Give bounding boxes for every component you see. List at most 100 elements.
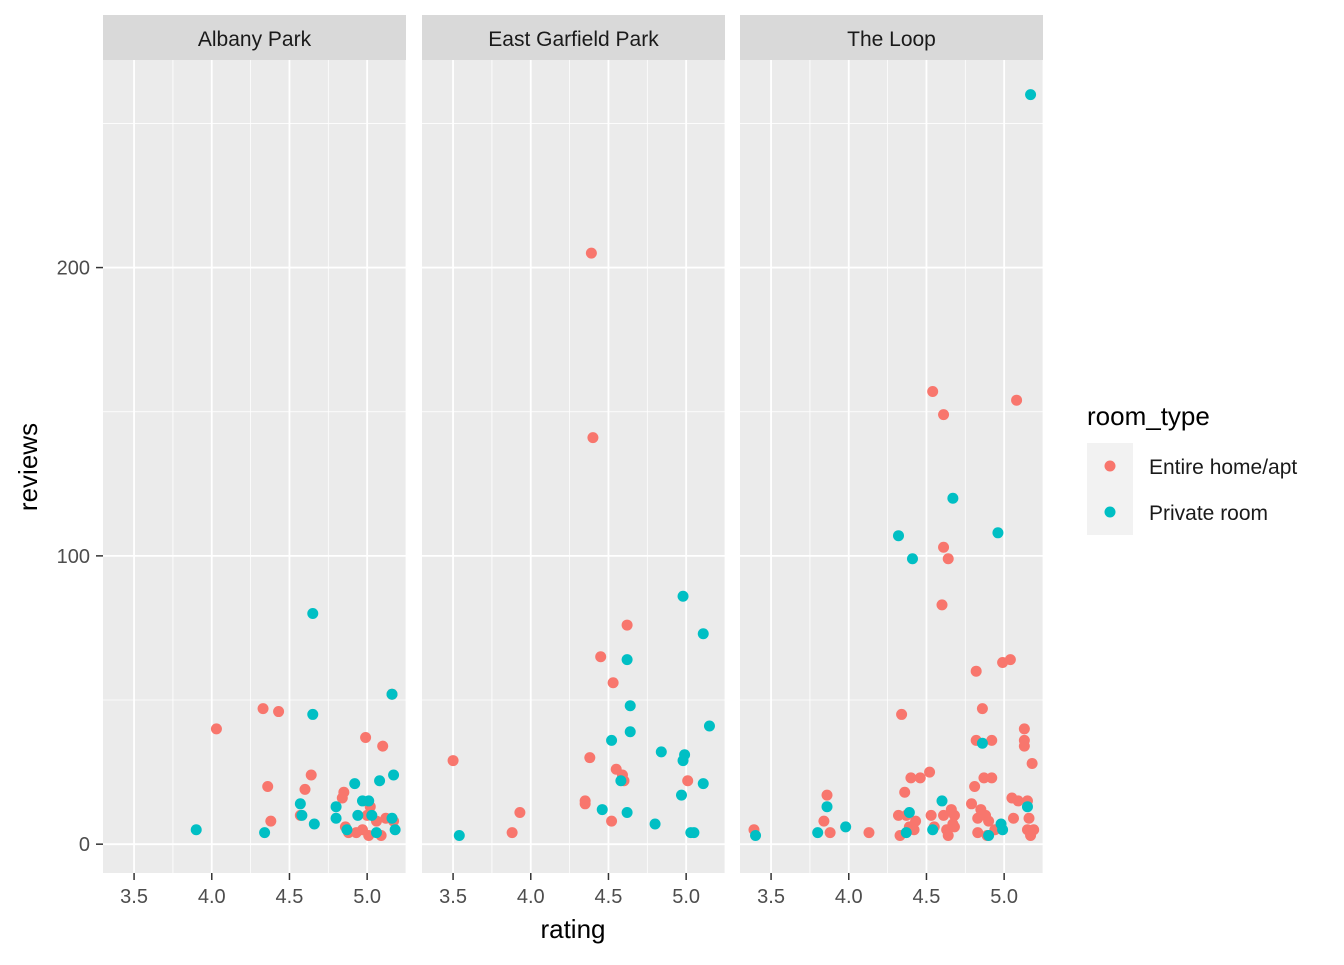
data-point-private-room [259, 827, 271, 839]
data-point-private-room [386, 688, 398, 700]
data-point-entire-home-apt [299, 783, 311, 795]
data-point-entire-home-apt [925, 809, 937, 821]
data-point-entire-home-apt [262, 781, 274, 793]
panel-background [422, 60, 725, 873]
x-tick-label: 5.0 [672, 886, 700, 908]
data-point-entire-home-apt [978, 772, 990, 784]
data-point-private-room [936, 795, 948, 807]
y-tick-label: 100 [57, 546, 90, 568]
panel-background [103, 60, 406, 873]
data-point-entire-home-apt [210, 723, 222, 735]
data-point-private-room [976, 737, 988, 749]
data-point-entire-home-apt [607, 677, 619, 689]
data-point-private-room [927, 824, 939, 836]
data-point-entire-home-apt [936, 599, 948, 611]
data-point-entire-home-apt [905, 772, 917, 784]
data-point-private-room [352, 809, 364, 821]
data-point-entire-home-apt [585, 247, 597, 259]
data-point-private-room [675, 789, 687, 801]
data-point-private-room [374, 775, 386, 787]
data-point-entire-home-apt [606, 815, 618, 827]
facet-panel-east-garfield-park: East Garfield Park 3.5 4.0 4.5 5.0 [422, 15, 726, 908]
data-point-private-room [370, 827, 382, 839]
data-point-entire-home-apt [924, 766, 936, 778]
data-point-private-room [697, 778, 709, 790]
data-point-private-room [308, 818, 320, 830]
data-point-entire-home-apt [942, 553, 954, 565]
data-point-private-room [307, 708, 319, 720]
data-point-private-room [947, 492, 959, 504]
data-point-private-room [621, 806, 633, 818]
data-point-private-room [388, 769, 400, 781]
data-point-entire-home-apt [986, 734, 998, 746]
legend-entry-label: Entire home/apt [1149, 456, 1297, 479]
data-point-entire-home-apt [1018, 734, 1030, 746]
data-point-entire-home-apt [938, 409, 950, 421]
y-tick-label: 0 [79, 834, 90, 856]
data-point-entire-home-apt [506, 827, 518, 839]
data-point-entire-home-apt [377, 740, 389, 752]
data-point-entire-home-apt [892, 809, 904, 821]
data-point-entire-home-apt [338, 786, 350, 798]
data-point-entire-home-apt [579, 798, 591, 810]
y-axis: 0 100 200 [57, 258, 103, 856]
data-point-private-room [606, 734, 618, 746]
data-point-entire-home-apt [595, 651, 607, 663]
data-point-private-room [688, 827, 700, 839]
data-point-private-room [453, 830, 465, 842]
x-tick-label: 3.5 [120, 886, 148, 908]
data-point-private-room [307, 608, 319, 620]
data-point-entire-home-apt [948, 809, 960, 821]
facet-strip-label: Albany Park [198, 28, 312, 51]
data-point-private-room [649, 818, 661, 830]
data-point-entire-home-apt [587, 432, 599, 444]
data-point-entire-home-apt [257, 703, 269, 715]
facet-strip [422, 15, 725, 60]
data-point-private-room [621, 654, 633, 666]
panel-background [740, 60, 1043, 873]
data-point-entire-home-apt [1026, 757, 1038, 769]
data-point-entire-home-apt [305, 769, 317, 781]
data-point-private-room [624, 726, 636, 738]
data-point-entire-home-apt [1028, 824, 1040, 836]
x-tick-label: 4.5 [913, 886, 941, 908]
data-point-entire-home-apt [896, 708, 908, 720]
legend-key-swatch [1104, 460, 1116, 472]
data-point-entire-home-apt [514, 806, 526, 818]
data-point-entire-home-apt [983, 815, 995, 827]
x-tick-label: 4.0 [198, 886, 226, 908]
facet-strip-label: East Garfield Park [488, 28, 659, 51]
data-point-entire-home-apt [265, 815, 277, 827]
data-point-entire-home-apt [1012, 795, 1024, 807]
data-point-private-room [596, 804, 608, 816]
x-tick-label: 4.0 [835, 886, 863, 908]
data-point-private-room [892, 530, 904, 542]
x-tick-label: 4.0 [517, 886, 545, 908]
data-point-private-room [386, 812, 398, 824]
data-point-entire-home-apt [863, 827, 875, 839]
data-point-entire-home-apt [938, 809, 950, 821]
x-axis-title: rating [540, 914, 605, 944]
data-point-private-room [615, 775, 627, 787]
data-point-private-room [389, 824, 401, 836]
data-point-entire-home-apt [273, 706, 285, 718]
data-point-private-room [677, 590, 689, 602]
facet-strip [103, 15, 406, 60]
data-point-private-room [703, 720, 715, 732]
data-point-private-room [906, 553, 918, 565]
data-point-entire-home-apt [899, 786, 911, 798]
data-point-private-room [697, 628, 709, 640]
data-point-entire-home-apt [1023, 812, 1035, 824]
data-point-private-room [296, 809, 308, 821]
data-point-private-room [624, 700, 636, 712]
data-point-entire-home-apt [1011, 394, 1023, 406]
facet-panel-the-loop: The Loop 3.5 4.0 4.5 5.0 [740, 15, 1044, 908]
data-point-entire-home-apt [972, 827, 984, 839]
data-point-entire-home-apt [360, 732, 372, 743]
data-point-private-room [330, 801, 342, 813]
data-point-private-room [750, 830, 762, 842]
data-point-entire-home-apt [914, 772, 926, 784]
data-point-entire-home-apt [1004, 654, 1016, 666]
